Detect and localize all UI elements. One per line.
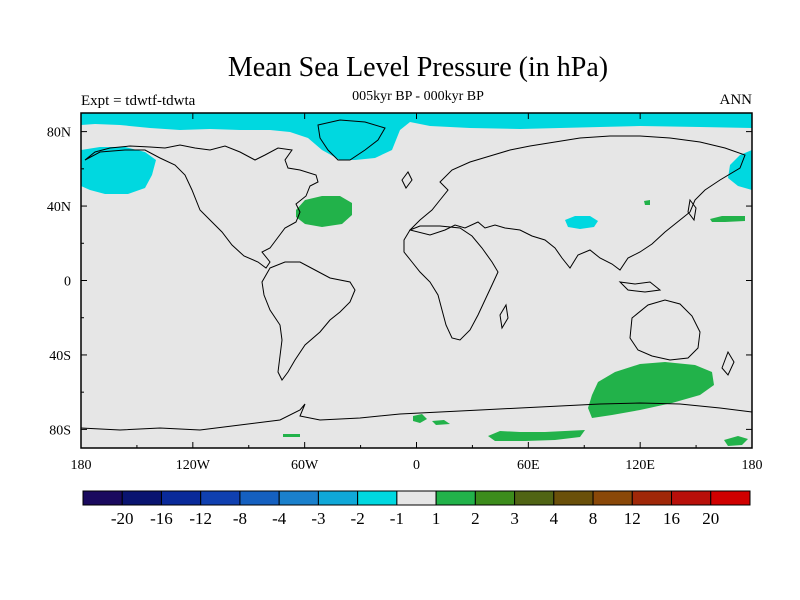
colorbar-label: -12 xyxy=(189,509,212,528)
arctic-negative-region xyxy=(81,113,752,160)
colorbar-swatch xyxy=(239,490,280,506)
negative-anomaly-regions xyxy=(81,113,752,229)
colorbar-swatch xyxy=(357,490,398,506)
colorbar-label: -20 xyxy=(111,509,134,528)
colorbar-label: 16 xyxy=(663,509,680,528)
coastline-madagascar xyxy=(499,303,509,330)
coastline-japan xyxy=(687,198,697,222)
nw-pacific-negative-region xyxy=(728,150,752,190)
coastline-north-america xyxy=(84,144,319,269)
colorbar-swatch xyxy=(514,490,555,506)
coastline-uk xyxy=(401,171,413,189)
y-tick-label: 40S xyxy=(49,349,71,364)
alaska-negative-region xyxy=(81,147,156,194)
coastline-south-america xyxy=(261,261,356,381)
coastline-new-zealand xyxy=(721,350,735,376)
colorbar-swatch xyxy=(82,490,123,506)
colorbar-swatch xyxy=(121,490,162,506)
colorbar-swatch xyxy=(592,490,633,506)
tibet-negative-region xyxy=(565,216,598,229)
small-positive-region-5 xyxy=(644,200,650,205)
north-atlantic-positive-region xyxy=(296,196,352,227)
small-positive-region-2 xyxy=(432,420,450,425)
colorbar-swatch xyxy=(278,490,319,506)
positive-anomaly-regions xyxy=(283,196,748,446)
colorbar-swatch xyxy=(435,490,476,506)
coastline-antarctica xyxy=(81,402,752,431)
colorbar-label: -8 xyxy=(233,509,247,528)
coastline-eurasia xyxy=(409,135,746,271)
small-positive-region-3 xyxy=(724,436,748,446)
small-positive-region-4 xyxy=(283,434,300,437)
colorbar-swatch xyxy=(553,490,594,506)
small-positive-region-1 xyxy=(413,414,427,423)
chart-title: Mean Sea Level Pressure (in hPa) xyxy=(227,52,609,83)
x-tick-label: 60W xyxy=(291,458,319,473)
colorbar-label: -3 xyxy=(311,509,325,528)
x-tick-label: 0 xyxy=(413,458,420,473)
colorbar-label: -4 xyxy=(272,509,287,528)
y-axis: 80N 40N 0 40S 80S xyxy=(47,126,752,438)
east-asia-positive-region xyxy=(710,216,745,222)
coastlines xyxy=(81,119,752,431)
coastline-greenland xyxy=(317,119,386,161)
colorbar-label: 3 xyxy=(510,509,519,528)
coastline-australia xyxy=(629,299,701,361)
x-tick-label: 180 xyxy=(71,458,92,473)
y-tick-label: 40N xyxy=(47,200,71,215)
x-tick-label: 180 xyxy=(742,458,763,473)
coastline-indonesia xyxy=(618,281,662,293)
colorbar-label: 1 xyxy=(432,509,441,528)
colorbar-label: 12 xyxy=(624,509,641,528)
colorbar-label: 4 xyxy=(550,509,559,528)
y-tick-label: 80S xyxy=(49,423,71,438)
colorbar-swatch xyxy=(160,490,202,506)
colorbar-label: -2 xyxy=(351,509,365,528)
x-tick-label: 60E xyxy=(517,458,540,473)
colorbar-swatch xyxy=(671,490,712,506)
x-tick-label: 120E xyxy=(625,458,655,473)
experiment-label: Expt = tdwtf-tdwta xyxy=(81,93,196,109)
chart-subtitle: 005kyr BP - 000kyr BP xyxy=(352,89,484,104)
colorbar-label: 8 xyxy=(589,509,598,528)
coastline-africa xyxy=(403,225,499,341)
y-tick-label: 80N xyxy=(47,126,71,141)
colorbar-swatch xyxy=(317,490,359,506)
colorbar-swatch xyxy=(631,490,673,506)
antarctic-coast-positive-region xyxy=(488,430,585,441)
colorbar-swatch xyxy=(474,490,516,506)
y-tick-label: 0 xyxy=(64,275,71,290)
colorbar: -20 -16 -12 -8 -4 -3 -2 -1 1 2 3 4 8 12 16 20 xyxy=(82,490,751,528)
colorbar-label: 2 xyxy=(471,509,480,528)
season-label: ANN xyxy=(719,92,753,108)
colorbar-swatch xyxy=(396,490,437,506)
colorbar-label: -16 xyxy=(150,509,173,528)
x-axis: 180 120W 60W 0 60E 120E 180 xyxy=(71,113,763,473)
colorbar-label: -1 xyxy=(390,509,404,528)
colorbar-label: 20 xyxy=(702,509,719,528)
colorbar-swatch xyxy=(710,490,751,506)
x-tick-label: 120W xyxy=(176,458,211,473)
colorbar-swatch xyxy=(200,490,241,506)
